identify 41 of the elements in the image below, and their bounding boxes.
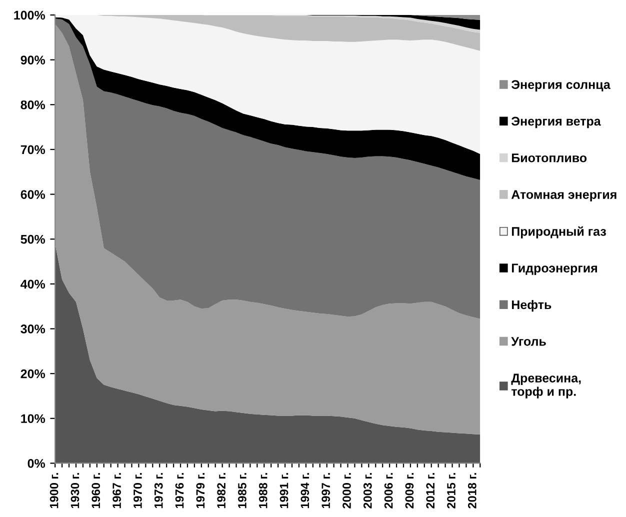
y-tick-label: 60%	[20, 190, 46, 199]
legend-label: Атомная энергия	[511, 190, 616, 202]
x-tick-label: 1994 г.	[300, 473, 310, 508]
y-tick-label: 80%	[20, 100, 46, 110]
y-tick-label: 90%	[20, 56, 46, 64]
x-tick-label: 1976 г.	[175, 473, 184, 508]
x-tick-label: 1960 г.	[92, 473, 100, 508]
y-tick-label: 0%	[28, 459, 46, 468]
y-tick-label: 30%	[20, 324, 46, 334]
legend-label: Уголь	[511, 337, 546, 346]
x-tick-label: 1979 г.	[196, 473, 205, 508]
legend-label: Нефть	[512, 300, 552, 312]
legend-label: Энергия ветра	[511, 116, 601, 128]
x-tick-label: 1967 г.	[112, 473, 121, 508]
y-tick-label: 20%	[20, 369, 46, 378]
legend-label: Природный газ	[512, 226, 606, 238]
x-tick-label: 2018 г.	[468, 473, 476, 508]
y-tick-label: 50%	[20, 234, 46, 244]
y-tick-label: 40%	[20, 280, 46, 289]
x-tick-label: 2003 г.	[363, 473, 372, 508]
x-tick-label: 1970 г.	[134, 473, 142, 508]
x-tick-label: 1997 г.	[322, 473, 330, 508]
x-tick-label: 2012 г.	[426, 473, 435, 508]
legend-label: Энергия солнца	[511, 80, 610, 92]
x-tick-label: 1973 г.	[154, 473, 163, 508]
legend-label: Древесина, торф и пр.	[511, 374, 581, 398]
x-tick-label: 1982 г.	[217, 473, 226, 508]
legend-label: Гидроэнергия	[512, 264, 597, 275]
legend-label: Биотопливо	[512, 154, 587, 162]
x-tick-label: 1985 г.	[238, 473, 246, 508]
x-tick-label: 2015 г.	[447, 473, 456, 508]
x-tick-label: 1900 г.	[50, 473, 58, 508]
x-tick-label: 1991 г.	[280, 473, 288, 508]
x-tick-label: 2006 г.	[384, 473, 393, 508]
y-tick-label: 100%	[14, 10, 46, 20]
x-tick-label: 2000 г.	[342, 473, 351, 508]
x-tick-label: 2009 г.	[405, 473, 414, 508]
y-tick-label: 70%	[20, 145, 46, 154]
x-tick-label: 1930 г.	[70, 473, 80, 508]
y-tick-label: 10%	[21, 414, 46, 424]
x-tick-label: 1988 г.	[258, 473, 268, 508]
